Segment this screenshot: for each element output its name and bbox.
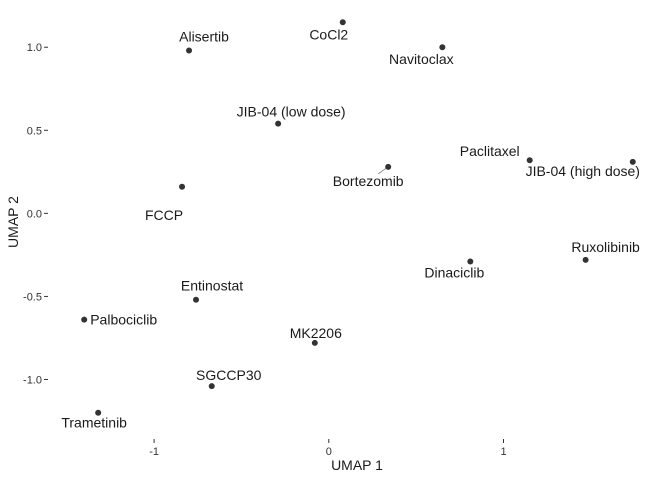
point-label: Trametinib (61, 415, 127, 431)
point-label: Palbociclib (90, 312, 157, 328)
data-point (467, 258, 474, 265)
point-label: MK2206 (290, 325, 342, 341)
point-label: SGCCP30 (196, 367, 262, 383)
point-label: FCCP (145, 207, 183, 223)
point-label: Alisertib (179, 29, 229, 45)
data-point (208, 383, 215, 390)
data-point (385, 163, 392, 170)
data-point (629, 158, 636, 165)
y-axis: -1.0 -0.5 0.0 0.5 1.0 (23, 42, 48, 386)
y-tick-label: 0.5 (27, 125, 42, 137)
y-tick-label: 1.0 (27, 42, 42, 54)
point-label: Bortezomib (333, 173, 404, 189)
data-point (339, 19, 346, 26)
data-point (526, 157, 533, 164)
x-axis-title: UMAP 1 (331, 457, 383, 473)
y-tick-label: -0.5 (23, 291, 42, 303)
y-tick-label: 0.0 (27, 208, 42, 220)
point-label: JIB-04 (high dose) (526, 163, 640, 179)
data-point (95, 409, 102, 416)
point-label: Paclitaxel (460, 143, 520, 159)
x-tick-label: 1 (500, 446, 506, 458)
y-axis-title: UMAP 2 (5, 196, 21, 248)
data-point (439, 44, 446, 51)
point-label: JIB-04 (low dose) (237, 104, 346, 120)
point-label: Navitoclax (389, 51, 454, 67)
point-label: Dinaciclib (424, 265, 484, 281)
y-tick-label: -1.0 (23, 374, 42, 386)
data-point (582, 256, 589, 263)
x-axis: -1 0 1 (149, 439, 507, 458)
point-label: Entinostat (181, 278, 243, 294)
data-point (275, 120, 282, 127)
point-label: Ruxolibinib (571, 239, 640, 255)
data-point (193, 296, 200, 303)
x-tick-label: -1 (149, 446, 159, 458)
points-layer: CoCl2 Navitoclax Alisertib JIB-04 (low dose… (61, 19, 640, 431)
x-tick-label: 0 (326, 446, 332, 458)
data-point (179, 183, 186, 190)
point-label: CoCl2 (309, 26, 348, 42)
data-point (81, 316, 88, 323)
data-point (311, 339, 318, 346)
data-point (186, 47, 193, 54)
